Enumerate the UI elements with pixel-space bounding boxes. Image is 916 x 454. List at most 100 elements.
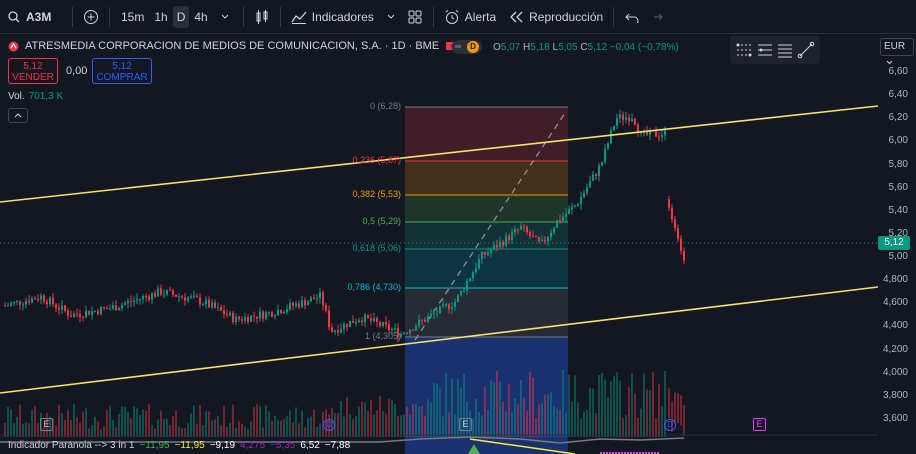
- volume-bar: [109, 405, 111, 437]
- volume-bar: [658, 384, 660, 437]
- candle-body: [109, 308, 111, 310]
- candle-body: [265, 312, 267, 319]
- candle-body: [586, 187, 588, 193]
- volume-bar: [625, 415, 627, 437]
- volume-bar: [418, 406, 420, 437]
- fib-settings-icon[interactable]: [735, 41, 753, 59]
- timeframe-1h[interactable]: 1h: [154, 9, 168, 24]
- indicator-marker: [468, 444, 480, 454]
- volume-bar: [655, 418, 657, 437]
- compare-add-button[interactable]: [79, 5, 103, 29]
- candle-body: [616, 118, 618, 126]
- dividend-badge[interactable]: D: [664, 419, 676, 431]
- volume-bar: [229, 422, 231, 437]
- fib-level-label: 0,786 (4,730): [347, 282, 401, 292]
- volume-bar: [268, 411, 270, 437]
- candle-body: [64, 305, 66, 311]
- levels-icon[interactable]: [756, 41, 774, 59]
- fib-zone: [405, 161, 568, 195]
- indicator-line: [0, 436, 685, 444]
- volume-bar: [680, 395, 682, 426]
- text-lines-icon[interactable]: [776, 41, 794, 59]
- volume-bar: [382, 411, 384, 437]
- volume-bar: [253, 407, 255, 437]
- price-tick: 4,000: [882, 366, 908, 378]
- volume-bar: [424, 415, 426, 437]
- indicators-button[interactable]: Indicadores: [287, 0, 399, 34]
- candle-body: [238, 316, 240, 320]
- candle-body: [439, 306, 441, 314]
- candle-body: [325, 305, 327, 311]
- candle-body: [457, 295, 459, 302]
- candle-body: [442, 304, 444, 307]
- timeframe-15m[interactable]: 15m: [121, 9, 145, 24]
- candle-body: [52, 297, 54, 305]
- buy-price: 5,12: [112, 61, 132, 72]
- candle-body: [583, 192, 585, 197]
- candle-body: [322, 292, 324, 306]
- candle-body: [25, 300, 27, 305]
- candle-body: [550, 232, 552, 237]
- volume-bar: [364, 402, 366, 437]
- earnings-badge[interactable]: E: [40, 418, 53, 431]
- volume-bar: [187, 423, 189, 437]
- collapse-legend-button[interactable]: [8, 108, 28, 123]
- buy-button[interactable]: 5,12 COMPRAR: [92, 58, 152, 84]
- currency-selector[interactable]: EUR: [880, 38, 914, 65]
- volume-bar: [601, 372, 603, 437]
- rewind-icon: [510, 11, 523, 22]
- volume-bar: [472, 418, 474, 437]
- templates-button[interactable]: [403, 5, 427, 29]
- candle-body: [388, 324, 390, 330]
- volume-bar: [28, 423, 30, 437]
- symbol-search[interactable]: A3M: [0, 0, 66, 34]
- minus-icon: [455, 45, 461, 48]
- candle-body: [313, 297, 315, 300]
- volume-bar: [202, 425, 204, 437]
- candle-body: [4, 305, 6, 307]
- volume-bar: [592, 388, 594, 437]
- undo-button[interactable]: [620, 5, 644, 29]
- volume-bar: [166, 418, 168, 437]
- indicator-values: −11,95 −11,95 −9,19 4,275 −5,35 6,52 −7,88: [139, 440, 350, 451]
- channel-lines[interactable]: [0, 105, 878, 394]
- candle-body: [415, 326, 417, 331]
- candle-body: [145, 296, 147, 298]
- timeframe-4h[interactable]: 4h: [194, 9, 208, 24]
- candle-body: [514, 229, 516, 233]
- data-status-pill[interactable]: D: [452, 40, 482, 54]
- candle-body: [247, 316, 249, 322]
- volume-bar: [139, 415, 141, 437]
- dividend-badge[interactable]: D: [323, 419, 335, 431]
- candle-body: [589, 181, 591, 188]
- price-chart[interactable]: [0, 35, 878, 454]
- volume-bar: [565, 413, 567, 437]
- candle-body: [31, 298, 33, 303]
- candle-body: [677, 228, 679, 239]
- replay-button[interactable]: Reproducción: [506, 0, 607, 34]
- sell-button[interactable]: 5,12 VENDER: [8, 58, 58, 84]
- volume-bar: [385, 413, 387, 437]
- earnings-badge[interactable]: E: [459, 418, 472, 431]
- volume-bar: [436, 383, 438, 437]
- volume-bar: [547, 394, 549, 437]
- alert-button[interactable]: Alerta: [440, 0, 500, 34]
- volume-bar: [244, 426, 246, 437]
- candle-body: [505, 235, 507, 246]
- candle-body: [40, 295, 42, 300]
- trend-line-icon[interactable]: [797, 41, 815, 59]
- volume-bar: [583, 411, 585, 437]
- volume-bar: [520, 380, 522, 437]
- volume-bar: [172, 416, 174, 437]
- timeframe-d[interactable]: D: [172, 5, 190, 28]
- earnings-badge-upcoming[interactable]: E: [753, 418, 766, 431]
- candle-body: [529, 232, 531, 237]
- low-value: 5,05: [558, 42, 578, 53]
- volume-bar: [607, 397, 609, 437]
- candle-body: [157, 288, 159, 297]
- timeframe-dropdown[interactable]: [213, 5, 237, 29]
- candle-body: [502, 241, 504, 246]
- fib-zone: [405, 222, 568, 249]
- redo-button[interactable]: [644, 5, 668, 29]
- chart-type-button[interactable]: [250, 5, 274, 29]
